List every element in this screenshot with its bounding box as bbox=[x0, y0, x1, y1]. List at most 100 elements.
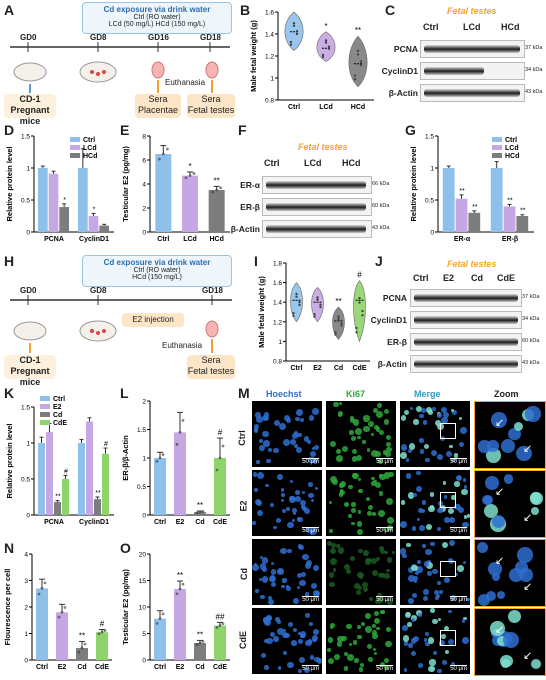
x-tick-label: HCd bbox=[351, 104, 365, 111]
y-axis-label: Relative protein level bbox=[409, 146, 418, 221]
y-tick-label: 1.8 bbox=[273, 261, 282, 268]
legend-swatch bbox=[70, 145, 80, 150]
row-erb-f: ER-β bbox=[240, 202, 260, 212]
nucleus bbox=[286, 521, 294, 529]
x-tick-label: Cd bbox=[195, 519, 204, 526]
nucleus bbox=[412, 492, 417, 497]
data-point bbox=[359, 60, 363, 63]
nucleus bbox=[461, 619, 466, 623]
nucleus bbox=[459, 442, 465, 448]
nucleus bbox=[280, 547, 287, 554]
y-axis-label: Relative protein level bbox=[5, 423, 14, 498]
nucleus bbox=[356, 435, 361, 440]
nucleus bbox=[388, 472, 394, 478]
x-tick-label: E2 bbox=[176, 664, 185, 671]
nucleus bbox=[263, 639, 268, 643]
nucleus bbox=[259, 555, 263, 559]
blot-f: Fetal testes Ctrl LCd HCd ER-α ER-β β-Ac… bbox=[231, 122, 398, 242]
data-point bbox=[165, 147, 169, 151]
nucleus bbox=[367, 420, 375, 427]
nucleus bbox=[369, 596, 374, 601]
nucleus bbox=[406, 542, 411, 548]
nucleus bbox=[432, 568, 438, 575]
arrow-icon: ↙ bbox=[495, 486, 505, 498]
nucleus bbox=[373, 479, 378, 484]
nucleus bbox=[402, 635, 410, 643]
lane-e2-j: E2 bbox=[443, 273, 455, 283]
nucleus bbox=[436, 580, 442, 586]
nucleus bbox=[259, 594, 265, 600]
y-tick-label: 0 bbox=[142, 513, 146, 520]
nucleus bbox=[313, 629, 320, 636]
nucleus bbox=[370, 481, 376, 486]
data-point bbox=[292, 311, 295, 315]
row-actin-f: β-Actin bbox=[230, 224, 260, 234]
lane-ctrl-c: Ctrl bbox=[423, 22, 439, 32]
nucleus bbox=[436, 454, 443, 461]
nucleus bbox=[407, 622, 412, 627]
x-tick-label: Ctrl bbox=[36, 664, 48, 671]
bar bbox=[76, 648, 88, 660]
fetus-1 bbox=[151, 61, 165, 79]
strip-pcna-c bbox=[420, 40, 525, 58]
nucleus bbox=[304, 507, 311, 514]
nucleus bbox=[430, 542, 435, 547]
data-point bbox=[292, 24, 296, 28]
chart-k: 0 0.5 1 1.5 Relative protein level ** # PCNA ** #… bbox=[5, 396, 114, 526]
x-tick-label: E2 bbox=[313, 365, 322, 372]
data-point bbox=[155, 460, 159, 463]
significance-mark: # bbox=[64, 468, 68, 475]
bar bbox=[62, 479, 69, 515]
nucleus bbox=[269, 575, 276, 581]
blot-j: Fetal testes Ctrl E2 Cd CdE PCNA CyclinD… bbox=[371, 253, 546, 383]
data-point bbox=[292, 314, 295, 318]
nucleus bbox=[333, 653, 341, 661]
data-point bbox=[295, 30, 299, 33]
nucleus bbox=[336, 455, 343, 462]
nucleus bbox=[491, 572, 500, 581]
scale-bar: 50 μm bbox=[376, 665, 393, 672]
y-tick-label: 1.5 bbox=[21, 134, 30, 141]
nucleus bbox=[351, 507, 356, 513]
data-point bbox=[158, 456, 162, 460]
micrograph-zoom-ctrl: ↙ ↙ bbox=[474, 401, 546, 469]
legend-label: Ctrl bbox=[505, 137, 517, 144]
nucleus bbox=[270, 569, 276, 575]
nucleus bbox=[257, 471, 265, 479]
nucleus bbox=[273, 525, 277, 529]
nucleus bbox=[338, 492, 344, 498]
data-point bbox=[313, 315, 316, 318]
y-tick-label: 4 bbox=[24, 552, 28, 559]
nucleus bbox=[413, 635, 420, 642]
nucleus bbox=[430, 505, 435, 510]
micrograph-tiles: 50 μm 50 μm 50 μm ↙ ↙ 50 μm 50 μm 50 μm ↙ ↙ 50 μm 5… bbox=[252, 401, 546, 680]
bar bbox=[154, 458, 166, 515]
nucleus bbox=[490, 621, 505, 636]
x-tick-label: LCd bbox=[319, 104, 333, 111]
nucleus bbox=[356, 520, 363, 527]
nucleus bbox=[286, 584, 290, 588]
nucleus bbox=[426, 407, 432, 413]
nucleus bbox=[351, 456, 357, 462]
significance-mark: ** bbox=[197, 630, 203, 639]
kda-pcna-c: 37 kDa bbox=[525, 45, 543, 51]
blot-title-j: Fetal testes bbox=[447, 259, 497, 269]
significance-mark: ** bbox=[335, 297, 341, 306]
nucleus bbox=[443, 516, 451, 523]
nucleus bbox=[346, 623, 352, 630]
nucleus bbox=[328, 657, 335, 665]
data-point bbox=[319, 303, 322, 306]
legend-swatch bbox=[70, 153, 80, 158]
nucleus bbox=[447, 638, 454, 646]
nucleus bbox=[424, 561, 430, 567]
nucleus bbox=[264, 483, 269, 488]
data-point bbox=[103, 629, 107, 632]
nucleus bbox=[310, 498, 315, 503]
nucleus bbox=[404, 409, 410, 416]
data-point bbox=[324, 39, 328, 42]
nucleus bbox=[301, 571, 307, 577]
kda-cyclind1-c: 34 kDa bbox=[525, 67, 543, 73]
data-point bbox=[211, 190, 215, 194]
nucleus bbox=[407, 492, 415, 499]
micrograph-grid: Hoechst Ki67 Merge Zoom Ctrl E2 Cd CdE 5… bbox=[236, 385, 546, 680]
